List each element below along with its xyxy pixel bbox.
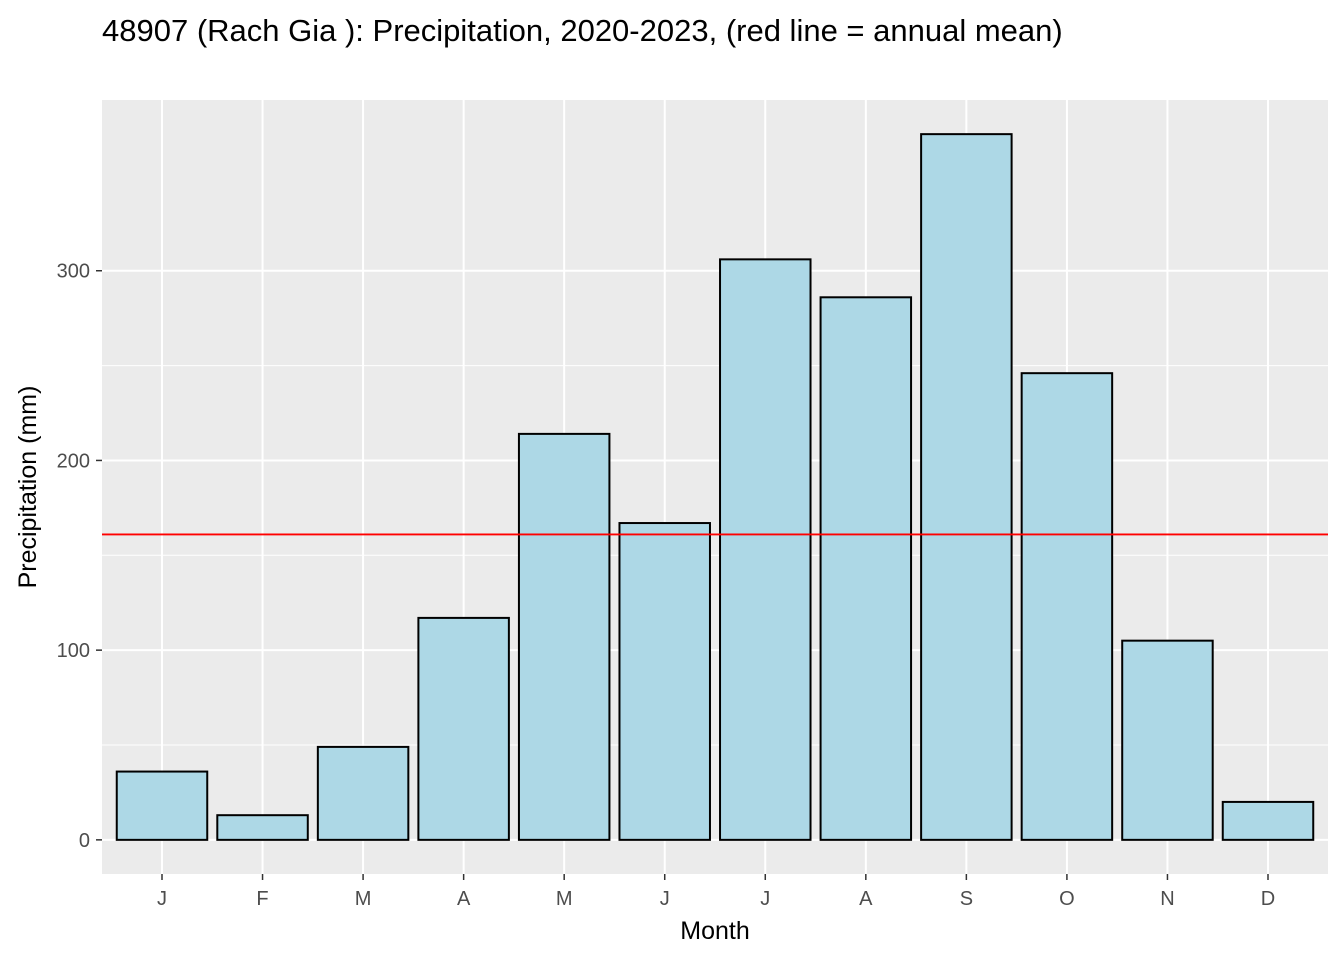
bar (216, 814, 309, 841)
x-tick-label: M (556, 888, 573, 910)
bar (517, 432, 611, 841)
bar (819, 296, 913, 841)
bar (417, 616, 510, 841)
x-tick-label: F (256, 888, 268, 910)
x-tick-label: S (960, 888, 973, 910)
x-tick-label: O (1059, 888, 1075, 910)
bar (1121, 639, 1214, 841)
chart-title: 48907 (Rach Gia ): Precipitation, 2020-2… (102, 13, 1063, 48)
y-tick-label: 0 (79, 830, 90, 852)
x-tick-label: M (355, 888, 372, 910)
bar (115, 770, 209, 841)
y-axis-label: Precipitation (mm) (14, 386, 42, 589)
bar (316, 745, 410, 841)
x-tick-label: J (157, 888, 167, 910)
x-axis-label: Month (680, 917, 749, 945)
bar (719, 258, 812, 841)
y-tick-label: 200 (57, 450, 90, 472)
bar (618, 522, 711, 841)
x-tick-label: J (760, 888, 770, 910)
bars (115, 133, 1315, 841)
x-tick-label: D (1261, 888, 1275, 910)
y-tick-label: 100 (57, 640, 90, 662)
x-tick-label: A (859, 888, 873, 910)
x-tick-label: J (660, 888, 670, 910)
bar (920, 133, 1013, 841)
y-axis-ticks: 0 100 200 300 (57, 261, 102, 852)
y-tick-label: 300 (57, 261, 90, 283)
x-tick-label: A (457, 888, 471, 910)
x-tick-label: N (1160, 888, 1174, 910)
bar (1221, 800, 1315, 841)
bar (1020, 372, 1114, 841)
